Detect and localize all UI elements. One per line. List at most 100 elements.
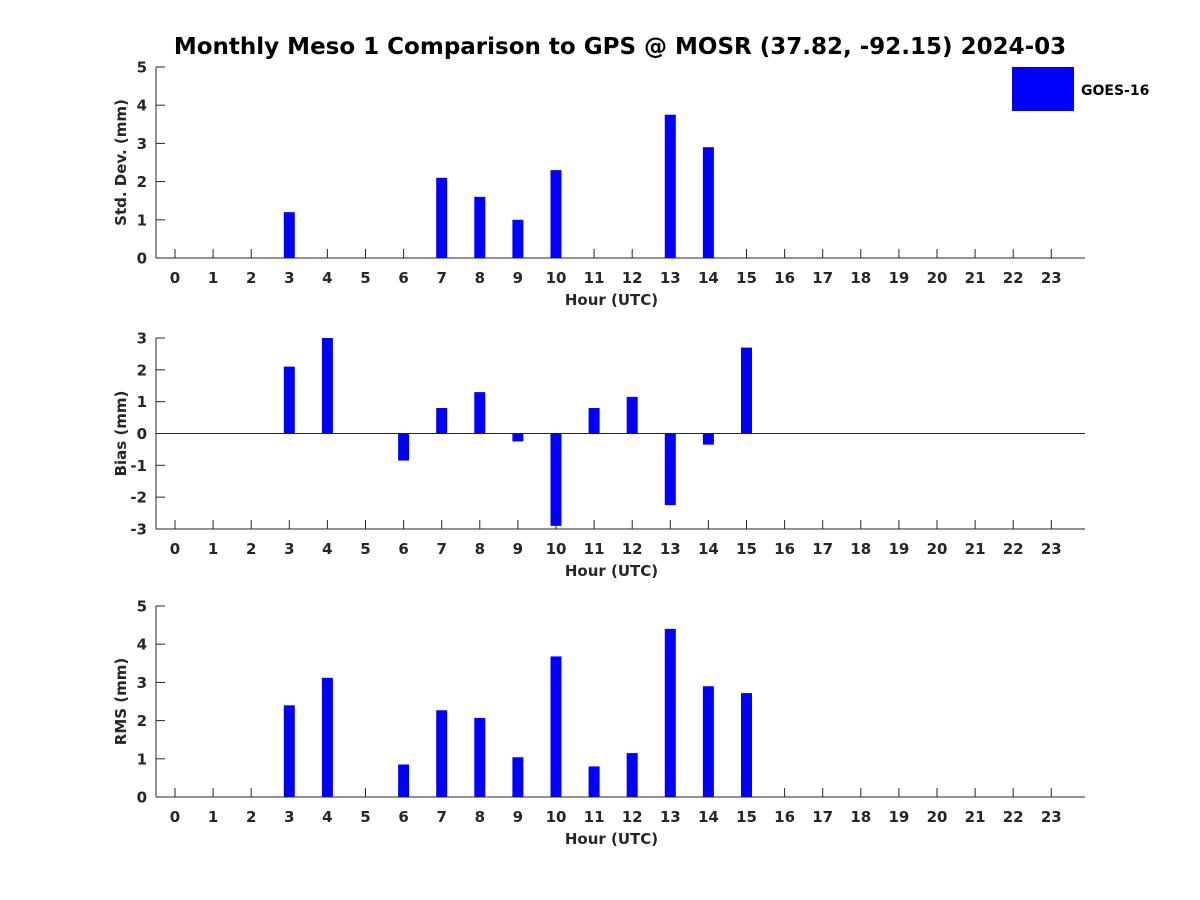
bar-hour-13: [664, 114, 676, 258]
bar-hour-11: [588, 408, 600, 434]
legend-label-goes-16: GOES-16: [1081, 83, 1149, 99]
y-tick-label: 1: [137, 750, 147, 768]
legend: GOES-16: [1012, 67, 1149, 111]
y-tick-label: 3: [137, 135, 147, 153]
y-tick-label: 1: [137, 393, 147, 411]
bar-hour-13: [664, 433, 676, 506]
y-tick-label: 4: [137, 636, 147, 654]
x-tick-label: 6: [398, 540, 408, 558]
x-tick-label: 15: [736, 540, 757, 558]
y-axis-label: RMS (mm): [112, 658, 130, 745]
x-tick-label: 20: [927, 808, 948, 826]
x-tick-label: 11: [584, 269, 605, 287]
x-tick-label: 8: [475, 540, 485, 558]
bar-hour-9: [512, 433, 524, 442]
y-tick-label: 5: [137, 598, 147, 616]
x-tick-label: 7: [436, 269, 446, 287]
bar-hour-6: [398, 433, 410, 461]
x-tick-label: 11: [584, 540, 605, 558]
x-axis-label: Hour (UTC): [565, 830, 658, 848]
bar-hour-3: [283, 705, 295, 797]
bar-hour-7: [436, 177, 448, 258]
x-tick-label: 18: [850, 269, 871, 287]
bar-hour-14: [702, 147, 714, 258]
x-tick-label: 3: [284, 269, 294, 287]
x-tick-label: 1: [208, 269, 218, 287]
x-axis-label: Hour (UTC): [565, 291, 658, 309]
bar-hour-8: [474, 717, 486, 797]
x-tick-label: 7: [436, 808, 446, 826]
x-tick-label: 6: [398, 269, 408, 287]
y-tick-label: 0: [137, 425, 147, 443]
x-tick-label: 20: [927, 540, 948, 558]
x-tick-label: 0: [170, 540, 180, 558]
x-tick-label: 14: [698, 269, 719, 287]
x-tick-label: 19: [888, 808, 909, 826]
bar-hour-10: [550, 170, 562, 258]
x-tick-label: 14: [698, 540, 719, 558]
x-tick-label: 23: [1041, 540, 1062, 558]
x-tick-label: 16: [774, 808, 795, 826]
x-tick-label: 20: [927, 269, 948, 287]
x-tick-label: 9: [513, 540, 523, 558]
y-tick-label: 5: [137, 59, 147, 77]
bar-hour-15: [741, 347, 752, 434]
bar-hour-3: [283, 212, 295, 258]
x-tick-label: 3: [284, 808, 294, 826]
bar-hour-14: [702, 433, 714, 445]
legend-swatch-goes-16: [1012, 67, 1074, 111]
x-tick-label: 21: [965, 540, 986, 558]
x-tick-label: 22: [1003, 540, 1024, 558]
y-axis-label: Std. Dev. (mm): [112, 99, 130, 226]
x-tick-label: 2: [246, 269, 256, 287]
x-tick-label: 8: [475, 808, 485, 826]
x-tick-label: 9: [513, 808, 523, 826]
x-tick-label: 13: [660, 808, 681, 826]
y-tick-label: 4: [137, 97, 147, 115]
x-tick-label: 4: [322, 269, 332, 287]
x-axis-label: Hour (UTC): [565, 562, 658, 580]
x-tick-label: 12: [622, 540, 643, 558]
x-tick-label: 10: [546, 540, 567, 558]
x-tick-label: 1: [208, 540, 218, 558]
y-tick-label: 0: [137, 789, 147, 807]
x-tick-label: 13: [660, 540, 681, 558]
y-tick-label: 2: [137, 712, 147, 730]
bar-hour-8: [474, 196, 486, 258]
bar-hour-7: [436, 710, 448, 797]
x-tick-label: 12: [622, 808, 643, 826]
figure-title: Monthly Meso 1 Comparison to GPS @ MOSR …: [174, 34, 1066, 60]
x-tick-label: 16: [774, 540, 795, 558]
y-tick-label: 3: [137, 330, 147, 348]
x-tick-label: 1: [208, 808, 218, 826]
x-tick-label: 9: [513, 269, 523, 287]
y-tick-label: -3: [130, 521, 147, 539]
x-tick-label: 12: [622, 269, 643, 287]
x-tick-label: 10: [546, 269, 567, 287]
y-tick-label: -2: [130, 489, 147, 507]
bar-hour-14: [702, 686, 714, 797]
x-tick-label: 13: [660, 269, 681, 287]
x-tick-label: 5: [360, 269, 370, 287]
x-tick-label: 21: [965, 808, 986, 826]
x-tick-label: 21: [965, 269, 986, 287]
x-tick-label: 10: [546, 808, 567, 826]
bar-hour-13: [664, 628, 676, 797]
y-tick-label: 2: [137, 361, 147, 379]
bar-hour-3: [283, 366, 295, 434]
x-tick-label: 16: [774, 269, 795, 287]
x-tick-label: 14: [698, 808, 719, 826]
x-tick-label: 18: [850, 540, 871, 558]
y-tick-label: -1: [130, 457, 147, 475]
x-tick-label: 8: [475, 269, 485, 287]
x-tick-label: 2: [246, 540, 256, 558]
x-tick-label: 15: [736, 269, 757, 287]
x-tick-label: 7: [436, 540, 446, 558]
x-tick-label: 5: [360, 808, 370, 826]
bar-hour-10: [550, 656, 562, 797]
x-tick-label: 17: [812, 808, 833, 826]
x-tick-label: 15: [736, 808, 757, 826]
